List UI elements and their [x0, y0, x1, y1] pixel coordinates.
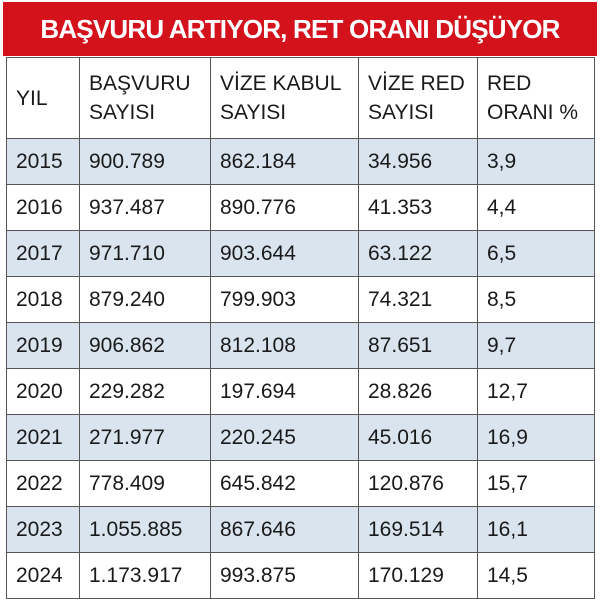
data-table: YIL BAŞVURU SAYISI VİZE KABUL SAYISI VİZE RED… [6, 57, 595, 599]
column-header-line: SAYISI [368, 101, 435, 124]
table-cell: 15,7 [477, 460, 595, 507]
table-cell: 879.240 [79, 276, 211, 323]
table-cell: 2024 [6, 552, 80, 599]
table-cell: 3,9 [477, 138, 595, 185]
table-row: 2019 906.862 812.108 87.651 9,7 [6, 322, 595, 369]
table-cell: 8,5 [477, 276, 595, 323]
table-cell: 87.651 [358, 322, 478, 369]
table-cell: 16,9 [477, 414, 595, 461]
table-cell: 971.710 [79, 230, 211, 277]
table-cell: 2023 [6, 506, 80, 553]
table-cell: 120.876 [358, 460, 478, 507]
table-row: 2021 271.977 220.245 45.016 16,9 [6, 414, 595, 461]
table-cell: 4,4 [477, 184, 595, 231]
column-header-line: SAYISI [89, 101, 156, 124]
column-header-line: BAŞVURU [89, 72, 191, 95]
table-cell: 169.514 [358, 506, 478, 553]
table-cell: 2015 [6, 138, 80, 185]
table-cell: 2018 [6, 276, 80, 323]
table-cell: 812.108 [210, 322, 359, 369]
column-header-line: YIL [16, 86, 48, 110]
table-cell: 28.826 [358, 368, 478, 415]
table-cell: 778.409 [79, 460, 211, 507]
column-header-line: VİZE RED [368, 72, 465, 95]
table-cell: 14,5 [477, 552, 595, 599]
header-row: YIL BAŞVURU SAYISI VİZE KABUL SAYISI VİZE RED… [6, 57, 595, 139]
table-cell: 220.245 [210, 414, 359, 461]
table-cell: 12,7 [477, 368, 595, 415]
column-header-line: ORANI % [487, 101, 579, 124]
table-row: 2016 937.487 890.776 41.353 4,4 [6, 184, 595, 231]
table-row: 2022 778.409 645.842 120.876 15,7 [6, 460, 595, 507]
table-cell: 862.184 [210, 138, 359, 185]
column-header: RED ORANI % [477, 57, 595, 139]
table-cell: 1.055.885 [79, 506, 211, 553]
column-header: BAŞVURU SAYISI [79, 57, 211, 139]
table-cell: 2022 [6, 460, 80, 507]
table-cell: 63.122 [358, 230, 478, 277]
table-cell: 41.353 [358, 184, 478, 231]
table-cell: 9,7 [477, 322, 595, 369]
table-cell: 993.875 [210, 552, 359, 599]
table-cell: 937.487 [79, 184, 211, 231]
table-cell: 2021 [6, 414, 80, 461]
table-cell: 197.694 [210, 368, 359, 415]
table-cell: 229.282 [79, 368, 211, 415]
table-cell: 799.903 [210, 276, 359, 323]
table-cell: 867.646 [210, 506, 359, 553]
table-row: 2015 900.789 862.184 34.956 3,9 [6, 138, 595, 185]
table-cell: 74.321 [358, 276, 478, 323]
table-row: 2023 1.055.885 867.646 169.514 16,1 [6, 506, 595, 553]
title-banner: BAŞVURU ARTIYOR, RET ORANI DÜŞÜYOR [3, 2, 597, 56]
table-cell: 2019 [6, 322, 80, 369]
column-header: VİZE KABUL SAYISI [210, 57, 359, 139]
table-row: 2018 879.240 799.903 74.321 8,5 [6, 276, 595, 323]
table-cell: 900.789 [79, 138, 211, 185]
table-cell: 2016 [6, 184, 80, 231]
table-cell: 2020 [6, 368, 80, 415]
column-header-line: RED [487, 72, 532, 95]
column-header: VİZE RED SAYISI [358, 57, 478, 139]
table-row: 2020 229.282 197.694 28.826 12,7 [6, 368, 595, 415]
table-cell: 906.862 [79, 322, 211, 369]
table-cell: 903.644 [210, 230, 359, 277]
table-cell: 16,1 [477, 506, 595, 553]
table-cell: 45.016 [358, 414, 478, 461]
column-header-line: SAYISI [220, 101, 287, 124]
table-cell: 1.173.917 [79, 552, 211, 599]
table-cell: 34.956 [358, 138, 478, 185]
table-cell: 645.842 [210, 460, 359, 507]
table-cell: 170.129 [358, 552, 478, 599]
table-row: 2017 971.710 903.644 63.122 6,5 [6, 230, 595, 277]
table-row: 2024 1.173.917 993.875 170.129 14,5 [6, 552, 595, 599]
column-header-line: VİZE KABUL [220, 72, 342, 95]
table-cell: 271.977 [79, 414, 211, 461]
table-cell: 890.776 [210, 184, 359, 231]
table-cell: 6,5 [477, 230, 595, 277]
table-cell: 2017 [6, 230, 80, 277]
column-header: YIL [6, 57, 80, 139]
